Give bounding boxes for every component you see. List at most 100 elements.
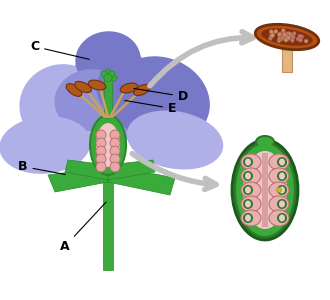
Ellipse shape xyxy=(279,187,285,194)
Ellipse shape xyxy=(108,71,115,78)
Polygon shape xyxy=(103,180,113,270)
Polygon shape xyxy=(20,65,104,145)
Circle shape xyxy=(290,34,294,38)
Ellipse shape xyxy=(256,136,274,148)
Polygon shape xyxy=(262,153,268,227)
Text: A: A xyxy=(60,202,106,253)
Ellipse shape xyxy=(104,74,112,82)
Circle shape xyxy=(274,29,278,33)
Ellipse shape xyxy=(279,214,285,221)
Circle shape xyxy=(286,36,290,40)
Ellipse shape xyxy=(279,158,285,166)
Circle shape xyxy=(290,38,294,42)
Ellipse shape xyxy=(96,130,106,140)
Circle shape xyxy=(271,34,275,38)
Circle shape xyxy=(285,35,289,39)
Polygon shape xyxy=(282,47,292,72)
Polygon shape xyxy=(104,78,112,118)
Ellipse shape xyxy=(243,213,253,223)
Ellipse shape xyxy=(245,200,251,208)
Ellipse shape xyxy=(66,84,82,96)
Circle shape xyxy=(288,32,292,36)
Polygon shape xyxy=(108,160,155,180)
Circle shape xyxy=(300,35,304,39)
Ellipse shape xyxy=(279,200,285,208)
Circle shape xyxy=(285,35,289,39)
Circle shape xyxy=(271,32,275,36)
Polygon shape xyxy=(97,58,173,122)
Ellipse shape xyxy=(75,81,91,93)
Circle shape xyxy=(280,37,284,41)
Circle shape xyxy=(284,34,288,39)
Ellipse shape xyxy=(277,213,287,223)
Circle shape xyxy=(283,35,287,39)
Circle shape xyxy=(268,36,273,40)
Ellipse shape xyxy=(110,162,120,172)
Ellipse shape xyxy=(255,24,319,50)
Ellipse shape xyxy=(245,172,251,179)
Circle shape xyxy=(304,39,308,43)
Ellipse shape xyxy=(241,168,261,184)
Ellipse shape xyxy=(241,196,261,212)
Circle shape xyxy=(284,32,288,36)
Ellipse shape xyxy=(88,80,106,90)
Ellipse shape xyxy=(277,171,287,181)
Ellipse shape xyxy=(277,185,287,195)
Circle shape xyxy=(277,33,281,37)
Text: B: B xyxy=(18,160,65,175)
Ellipse shape xyxy=(134,84,150,96)
Circle shape xyxy=(287,32,292,36)
Ellipse shape xyxy=(105,69,111,77)
Text: D: D xyxy=(134,88,188,103)
Circle shape xyxy=(277,39,281,43)
Circle shape xyxy=(278,37,281,41)
Circle shape xyxy=(277,188,281,193)
Circle shape xyxy=(282,32,286,36)
Polygon shape xyxy=(111,57,209,143)
Polygon shape xyxy=(127,111,222,169)
Circle shape xyxy=(296,37,300,41)
Ellipse shape xyxy=(279,172,285,179)
Ellipse shape xyxy=(101,71,108,78)
Circle shape xyxy=(281,35,285,39)
Ellipse shape xyxy=(243,185,253,195)
Circle shape xyxy=(299,38,303,42)
Circle shape xyxy=(282,33,286,37)
Ellipse shape xyxy=(243,171,253,181)
Ellipse shape xyxy=(241,154,261,170)
Circle shape xyxy=(280,35,284,39)
Ellipse shape xyxy=(110,138,120,148)
Ellipse shape xyxy=(269,210,289,226)
Circle shape xyxy=(280,36,284,40)
Circle shape xyxy=(278,33,282,37)
Ellipse shape xyxy=(96,146,106,156)
Ellipse shape xyxy=(245,214,251,221)
Circle shape xyxy=(269,30,273,34)
Circle shape xyxy=(287,32,291,36)
Ellipse shape xyxy=(243,157,253,167)
Circle shape xyxy=(298,34,302,38)
Ellipse shape xyxy=(96,123,120,167)
Ellipse shape xyxy=(110,154,120,164)
Ellipse shape xyxy=(269,168,289,184)
Ellipse shape xyxy=(269,196,289,212)
Ellipse shape xyxy=(245,187,251,194)
Polygon shape xyxy=(72,35,148,145)
Text: C: C xyxy=(30,40,89,59)
Ellipse shape xyxy=(243,199,253,209)
Ellipse shape xyxy=(110,130,120,140)
Polygon shape xyxy=(55,70,125,130)
Circle shape xyxy=(291,35,295,39)
Ellipse shape xyxy=(277,199,287,209)
Ellipse shape xyxy=(269,182,289,198)
Circle shape xyxy=(287,36,291,40)
Ellipse shape xyxy=(236,144,294,236)
Circle shape xyxy=(281,28,285,33)
Ellipse shape xyxy=(269,154,289,170)
Circle shape xyxy=(279,32,282,36)
Ellipse shape xyxy=(243,151,287,229)
Ellipse shape xyxy=(277,157,287,167)
Ellipse shape xyxy=(110,146,120,156)
Polygon shape xyxy=(76,32,140,88)
Ellipse shape xyxy=(109,75,117,81)
